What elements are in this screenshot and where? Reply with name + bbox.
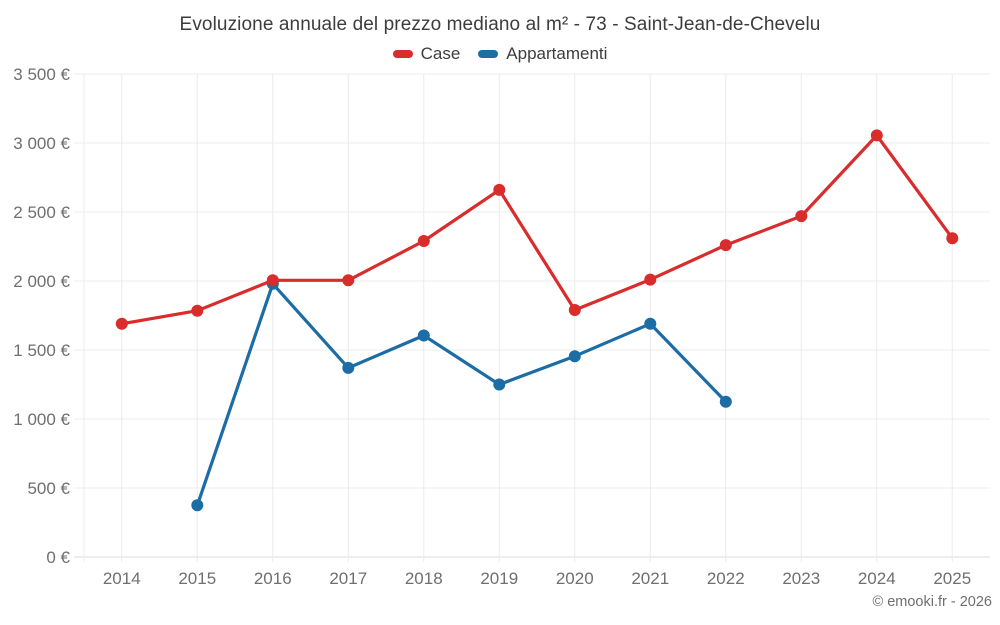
x-tick-label: 2015 <box>178 569 216 588</box>
legend-swatch-appartamenti-icon <box>478 50 499 58</box>
y-tick-label: 3 500 € <box>13 65 70 84</box>
series-line-case <box>120 133 954 326</box>
series-line-appartamenti <box>195 282 728 507</box>
x-tick-label: 2020 <box>556 569 594 588</box>
legend-label-appartamenti: Appartamenti <box>506 44 608 63</box>
data-point-case-2017[interactable] <box>342 274 355 287</box>
x-tick-label: 2023 <box>782 569 820 588</box>
x-tick-label: 2017 <box>329 569 367 588</box>
x-tick-label: 2025 <box>933 569 971 588</box>
data-point-case-2014[interactable] <box>115 317 128 330</box>
data-point-appartamenti-2022[interactable] <box>719 395 732 408</box>
legend-item-appartamenti[interactable]: Appartamenti <box>478 44 607 64</box>
y-tick-label: 2 500 € <box>13 203 70 222</box>
y-tick-label: 3 000 € <box>13 134 70 153</box>
x-tick-label: 2018 <box>405 569 443 588</box>
data-point-case-2018[interactable] <box>417 235 430 247</box>
data-point-case-2023[interactable] <box>795 210 808 223</box>
x-tick-label: 2016 <box>254 569 292 588</box>
y-tick-label: 2 000 € <box>13 272 70 291</box>
x-tick-label: 2014 <box>103 569 141 588</box>
data-point-case-2019[interactable] <box>493 183 506 196</box>
data-point-appartamenti-2020[interactable] <box>568 350 581 363</box>
x-tick-label: 2024 <box>858 569 896 588</box>
data-point-case-2015[interactable] <box>191 304 204 317</box>
data-point-case-2024[interactable] <box>870 129 883 142</box>
x-tick-label: 2022 <box>707 569 745 588</box>
data-point-case-2020[interactable] <box>568 304 581 316</box>
y-tick-label: 0 € <box>46 548 70 567</box>
x-tick-label: 2021 <box>631 569 669 588</box>
data-point-case-2021[interactable] <box>644 273 657 286</box>
data-point-case-2016[interactable] <box>266 274 279 287</box>
x-tick-label: 2019 <box>480 569 518 588</box>
y-tick-label: 1 000 € <box>13 410 70 429</box>
y-tick-label: 1 500 € <box>13 341 70 360</box>
chart-title: Evoluzione annuale del prezzo mediano al… <box>179 14 821 35</box>
data-point-case-2022[interactable] <box>719 239 732 252</box>
copyright-text: © emooki.fr - 2026 <box>872 594 992 610</box>
data-point-appartamenti-2017[interactable] <box>342 361 355 374</box>
data-point-appartamenti-2021[interactable] <box>644 317 657 330</box>
legend-item-case[interactable]: Case <box>392 44 461 64</box>
legend-label-case: Case <box>420 44 461 63</box>
data-point-appartamenti-2018[interactable] <box>417 329 430 342</box>
y-tick-label: 500 € <box>27 479 70 498</box>
data-point-case-2025[interactable] <box>946 232 959 245</box>
data-point-appartamenti-2015[interactable] <box>191 499 204 512</box>
data-point-appartamenti-2019[interactable] <box>493 378 506 391</box>
legend-swatch-case-icon <box>392 50 413 58</box>
chart-legend: Case Appartamenti <box>0 44 1000 64</box>
